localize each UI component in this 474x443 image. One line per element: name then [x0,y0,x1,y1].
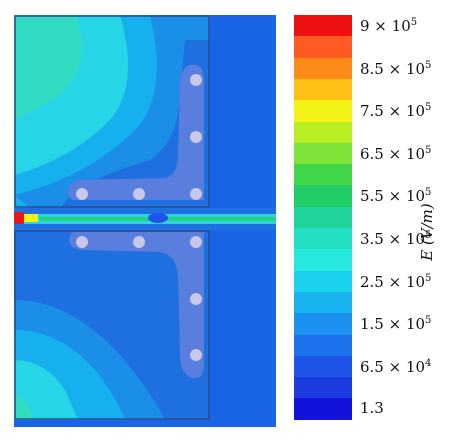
electrode-dot [190,131,202,143]
colorbar-swatch [294,15,352,37]
colorbar-swatch [294,377,352,399]
upper-block-border [14,15,210,208]
colorbar-swatch [294,185,352,208]
electrode-dot [133,236,145,248]
colorbar-tick-label: 5.5 × 105 [360,187,432,206]
electrode-dot [190,349,202,361]
colorbar-swatch [294,355,352,378]
colorbar-tick-label: 1.5 × 105 [360,315,432,334]
colorbar-swatch [294,249,352,272]
electrode-dot [76,188,88,200]
electrode-dot [76,236,88,248]
colorbar-swatch [294,78,352,101]
upper-contour-4 [60,40,210,208]
colorbar-swatch [294,57,352,80]
colorbar-swatch [294,334,352,357]
colorbar-swatch [294,121,352,144]
colorbar-swatch [294,164,352,186]
electrode-dot [190,293,202,305]
lower-block-border [14,230,210,420]
colorbar-tick-label: 1.3 [360,399,384,418]
lower-contour-3 [14,360,78,420]
colorbar-tick-label: 2.5 × 105 [360,272,432,291]
colorbar-tick-label: 7.5 × 105 [360,102,432,121]
electrode-dot [190,188,202,200]
colorbar-quantity-label: E (V/m) [418,203,436,261]
colorbar-swatch [294,228,352,250]
colorbar-swatch [294,142,352,165]
colorbar-tick-label: 8.5 × 105 [360,59,432,78]
colorbar-swatch [294,206,352,229]
gap-warm [24,214,38,222]
gap-hotspot [14,212,24,224]
colorbar-tick-label: 9 × 105 [360,17,418,35]
electrode-dot [190,74,202,86]
colorbar-swatch [294,291,352,314]
colorbar-swatch [294,36,352,59]
colorbar-swatch [294,100,352,122]
upper-contour-1 [14,15,83,120]
gap-center-blob [148,213,168,223]
colorbar-swatch [294,313,352,335]
lower-contour-4 [14,395,34,420]
electrode-dot [133,188,145,200]
colorbar-tick-label: 6.5 × 105 [360,144,432,163]
colorbar-swatch [294,270,352,293]
colorbar-tick-label: 3.5 × 105 [360,230,432,248]
colorbar-swatch [294,398,352,421]
electrode-dot [190,236,202,248]
colorbar-tick-label: 6.5 × 104 [360,357,432,376]
